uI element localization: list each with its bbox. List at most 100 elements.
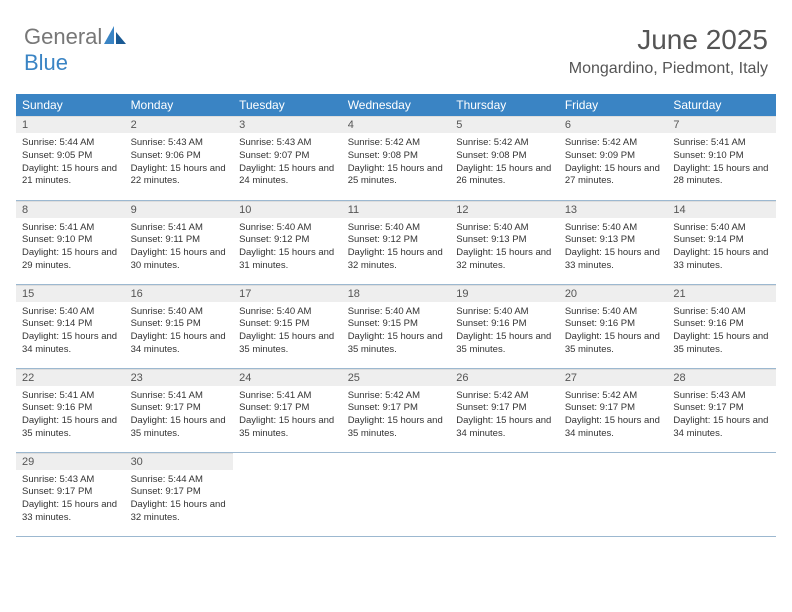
weekday-header: Saturday (667, 94, 776, 116)
sunrise-line: Sunrise: 5:41 AM (131, 390, 203, 401)
daylight-line: Daylight: 15 hours and 31 minutes. (239, 247, 334, 271)
day-body: Sunrise: 5:40 AMSunset: 9:16 PMDaylight:… (450, 302, 559, 363)
location-text: Mongardino, Piedmont, Italy (569, 60, 768, 78)
day-number: 30 (125, 453, 234, 470)
calendar-day-cell: 22Sunrise: 5:41 AMSunset: 9:16 PMDayligh… (16, 368, 125, 452)
day-number: 17 (233, 285, 342, 302)
day-number: 1 (16, 116, 125, 133)
sunset-line: Sunset: 9:13 PM (565, 234, 635, 245)
weekday-header: Friday (559, 94, 668, 116)
calendar-body: 1Sunrise: 5:44 AMSunset: 9:05 PMDaylight… (16, 116, 776, 536)
sunrise-line: Sunrise: 5:42 AM (565, 390, 637, 401)
sunrise-line: Sunrise: 5:40 AM (673, 306, 745, 317)
calendar-day-cell: 17Sunrise: 5:40 AMSunset: 9:15 PMDayligh… (233, 284, 342, 368)
day-number: 6 (559, 116, 668, 133)
daylight-line: Daylight: 15 hours and 32 minutes. (456, 247, 551, 271)
calendar-day-cell: 8Sunrise: 5:41 AMSunset: 9:10 PMDaylight… (16, 200, 125, 284)
sunrise-line: Sunrise: 5:40 AM (565, 222, 637, 233)
calendar-table: SundayMondayTuesdayWednesdayThursdayFrid… (16, 94, 776, 537)
sunset-line: Sunset: 9:08 PM (456, 150, 526, 161)
sunset-line: Sunset: 9:17 PM (131, 486, 201, 497)
sunrise-line: Sunrise: 5:40 AM (131, 306, 203, 317)
sunset-line: Sunset: 9:14 PM (22, 318, 92, 329)
calendar-week-row: 8Sunrise: 5:41 AMSunset: 9:10 PMDaylight… (16, 200, 776, 284)
day-number: 14 (667, 201, 776, 218)
calendar-day-cell: 15Sunrise: 5:40 AMSunset: 9:14 PMDayligh… (16, 284, 125, 368)
sunset-line: Sunset: 9:05 PM (22, 150, 92, 161)
sunset-line: Sunset: 9:16 PM (673, 318, 743, 329)
sunset-line: Sunset: 9:10 PM (673, 150, 743, 161)
day-number: 10 (233, 201, 342, 218)
daylight-line: Daylight: 15 hours and 28 minutes. (673, 163, 768, 187)
daylight-line: Daylight: 15 hours and 24 minutes. (239, 163, 334, 187)
sunrise-line: Sunrise: 5:40 AM (673, 222, 745, 233)
sunset-line: Sunset: 9:15 PM (348, 318, 418, 329)
day-body: Sunrise: 5:44 AMSunset: 9:17 PMDaylight:… (125, 470, 234, 531)
calendar-day-cell: 11Sunrise: 5:40 AMSunset: 9:12 PMDayligh… (342, 200, 451, 284)
sunset-line: Sunset: 9:08 PM (348, 150, 418, 161)
day-number: 19 (450, 285, 559, 302)
calendar-day-cell: 14Sunrise: 5:40 AMSunset: 9:14 PMDayligh… (667, 200, 776, 284)
sail-icon (104, 26, 128, 44)
sunrise-line: Sunrise: 5:42 AM (348, 390, 420, 401)
day-number: 13 (559, 201, 668, 218)
day-number: 15 (16, 285, 125, 302)
sunset-line: Sunset: 9:15 PM (239, 318, 309, 329)
sunset-line: Sunset: 9:17 PM (131, 402, 201, 413)
day-body: Sunrise: 5:42 AMSunset: 9:17 PMDaylight:… (450, 386, 559, 447)
day-body: Sunrise: 5:41 AM Sunset: 9:10 PM Daylight:… (667, 133, 776, 194)
day-body: Sunrise: 5:41 AMSunset: 9:10 PMDaylight:… (16, 218, 125, 279)
daylight-line: Daylight: 15 hours and 21 minutes. (22, 163, 117, 187)
sunset-line: Sunset: 9:07 PM (239, 150, 309, 161)
calendar-day-cell (342, 452, 451, 536)
sunrise-line: Sunrise: 5:41 AM (22, 390, 94, 401)
daylight-line: Daylight: 15 hours and 26 minutes. (456, 163, 551, 187)
daylight-line: Daylight: 15 hours and 25 minutes. (348, 163, 443, 187)
day-number: 5 (450, 116, 559, 133)
calendar-week-row: 22Sunrise: 5:41 AMSunset: 9:16 PMDayligh… (16, 368, 776, 452)
sunrise-line: Sunrise: 5:41 AM (673, 137, 745, 148)
sunset-line: Sunset: 9:16 PM (22, 402, 92, 413)
day-body: Sunrise: 5:40 AMSunset: 9:12 PMDaylight:… (342, 218, 451, 279)
brand-text-general: General (24, 24, 102, 49)
daylight-line: Daylight: 15 hours and 35 minutes. (239, 331, 334, 355)
sunset-line: Sunset: 9:06 PM (131, 150, 201, 161)
day-body: Sunrise: 5:43 AMSunset: 9:06 PMDaylight:… (125, 133, 234, 194)
calendar-day-cell: 27Sunrise: 5:42 AMSunset: 9:17 PMDayligh… (559, 368, 668, 452)
sunrise-line: Sunrise: 5:41 AM (131, 222, 203, 233)
day-body: Sunrise: 5:40 AMSunset: 9:13 PMDaylight:… (559, 218, 668, 279)
sunrise-line: Sunrise: 5:41 AM (22, 222, 94, 233)
weekday-header: Tuesday (233, 94, 342, 116)
calendar-day-cell: 3Sunrise: 5:43 AMSunset: 9:07 PMDaylight… (233, 116, 342, 200)
calendar-day-cell: 12Sunrise: 5:40 AMSunset: 9:13 PMDayligh… (450, 200, 559, 284)
calendar-day-cell: 2Sunrise: 5:43 AMSunset: 9:06 PMDaylight… (125, 116, 234, 200)
day-body: Sunrise: 5:40 AMSunset: 9:16 PMDaylight:… (667, 302, 776, 363)
sunset-line: Sunset: 9:12 PM (239, 234, 309, 245)
weekday-header: Thursday (450, 94, 559, 116)
day-number: 28 (667, 369, 776, 386)
day-number: 2 (125, 116, 234, 133)
day-body: Sunrise: 5:40 AMSunset: 9:13 PMDaylight:… (450, 218, 559, 279)
day-number: 11 (342, 201, 451, 218)
sunrise-line: Sunrise: 5:41 AM (239, 390, 311, 401)
calendar-day-cell: 19Sunrise: 5:40 AMSunset: 9:16 PMDayligh… (450, 284, 559, 368)
daylight-line: Daylight: 15 hours and 32 minutes. (131, 499, 226, 523)
page-header: General Blue June 2025 Mongardino, Piedm… (0, 0, 792, 86)
sunset-line: Sunset: 9:14 PM (673, 234, 743, 245)
calendar-day-cell: 26Sunrise: 5:42 AMSunset: 9:17 PMDayligh… (450, 368, 559, 452)
sunrise-line: Sunrise: 5:40 AM (456, 222, 528, 233)
calendar-day-cell: 16Sunrise: 5:40 AMSunset: 9:15 PMDayligh… (125, 284, 234, 368)
day-number: 20 (559, 285, 668, 302)
daylight-line: Daylight: 15 hours and 32 minutes. (348, 247, 443, 271)
sunrise-line: Sunrise: 5:42 AM (565, 137, 637, 148)
calendar-week-row: 15 Sunrise: 5:40 AM Sunset: 9:14 PM Dayligh… (16, 284, 776, 368)
day-body: Sunrise: 5:42 AMSunset: 9:17 PMDaylight:… (342, 386, 451, 447)
sunset-line: Sunset: 9:16 PM (456, 318, 526, 329)
daylight-line: Daylight: 15 hours and 34 minutes. (673, 415, 768, 439)
sunset-line: Sunset: 9:17 PM (348, 402, 418, 413)
calendar-day-cell (667, 452, 776, 536)
sunset-line: Sunset: 9:17 PM (22, 486, 92, 497)
day-number: 21 (667, 285, 776, 302)
sunrise-line: Sunrise: 5:42 AM (348, 137, 420, 148)
calendar-day-cell (559, 452, 668, 536)
